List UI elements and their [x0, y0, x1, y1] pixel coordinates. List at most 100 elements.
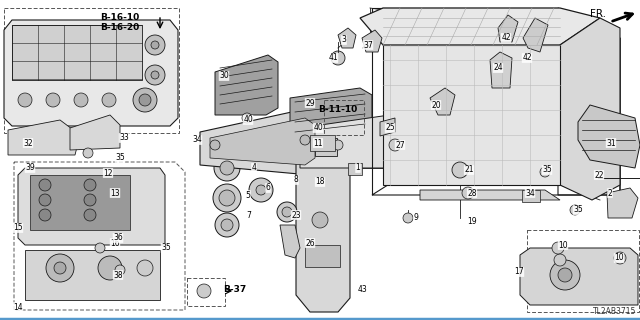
Circle shape [300, 135, 310, 145]
Bar [324, 100, 364, 135]
Text: 4: 4 [252, 164, 257, 172]
Text: 35: 35 [161, 244, 171, 252]
Text: 5: 5 [246, 190, 250, 199]
Circle shape [39, 194, 51, 206]
Text: 25: 25 [385, 124, 395, 132]
Circle shape [256, 185, 266, 195]
Text: 6: 6 [266, 183, 271, 193]
Text: 1: 1 [356, 164, 360, 172]
Text: 40: 40 [243, 116, 253, 124]
Text: 14: 14 [13, 302, 23, 311]
Polygon shape [380, 118, 395, 136]
Text: 24: 24 [493, 63, 503, 73]
Bar [12, 25, 142, 80]
Circle shape [84, 194, 96, 206]
Text: 35: 35 [542, 165, 552, 174]
Text: B-11-10: B-11-10 [318, 106, 358, 115]
Polygon shape [383, 45, 560, 185]
Bar [348, 163, 362, 175]
Text: 26: 26 [305, 238, 315, 247]
Circle shape [145, 65, 165, 85]
Text: 18: 18 [316, 178, 324, 187]
Circle shape [46, 254, 74, 282]
Text: 2: 2 [607, 188, 612, 197]
Text: B-16-10: B-16-10 [100, 13, 140, 22]
Polygon shape [498, 15, 518, 42]
Circle shape [277, 202, 297, 222]
Circle shape [242, 113, 252, 123]
Polygon shape [420, 190, 560, 200]
Bar [522, 190, 540, 202]
Polygon shape [70, 115, 120, 150]
Text: 12: 12 [103, 169, 113, 178]
Text: 34: 34 [192, 135, 202, 145]
Circle shape [558, 268, 572, 282]
Text: 13: 13 [110, 188, 120, 197]
Polygon shape [360, 8, 600, 45]
Polygon shape [215, 55, 278, 115]
Polygon shape [4, 20, 178, 126]
Circle shape [220, 161, 234, 175]
Text: 9: 9 [413, 213, 419, 222]
Text: 29: 29 [305, 99, 315, 108]
Text: 37: 37 [363, 41, 373, 50]
Text: 20: 20 [431, 100, 441, 109]
Text: 39: 39 [25, 164, 35, 172]
Polygon shape [523, 18, 548, 52]
Circle shape [54, 262, 66, 274]
Bar [30, 175, 130, 230]
Circle shape [151, 71, 159, 79]
Polygon shape [25, 250, 160, 300]
Polygon shape [18, 168, 165, 245]
Text: 10: 10 [558, 241, 568, 250]
Polygon shape [520, 248, 638, 305]
Text: 27: 27 [395, 140, 405, 149]
Circle shape [210, 140, 220, 150]
Polygon shape [560, 18, 620, 200]
Text: 21: 21 [464, 165, 474, 174]
Polygon shape [338, 28, 356, 48]
Polygon shape [210, 118, 315, 165]
Circle shape [115, 265, 125, 275]
Circle shape [139, 94, 151, 106]
Bar [187, 278, 225, 306]
Text: 11: 11 [313, 139, 323, 148]
Text: 10: 10 [614, 253, 624, 262]
Text: 7: 7 [246, 212, 252, 220]
Text: 3: 3 [342, 36, 346, 44]
Text: 17: 17 [514, 268, 524, 276]
Bar [315, 138, 337, 156]
Polygon shape [296, 162, 350, 312]
Circle shape [39, 179, 51, 191]
Circle shape [145, 35, 165, 55]
Circle shape [312, 212, 328, 228]
Text: 23: 23 [291, 211, 301, 220]
Circle shape [39, 209, 51, 221]
Polygon shape [290, 88, 372, 145]
Text: 41: 41 [328, 53, 338, 62]
Polygon shape [430, 88, 455, 115]
Text: 15: 15 [13, 223, 23, 233]
Circle shape [462, 187, 474, 199]
Text: 33: 33 [119, 133, 129, 142]
Circle shape [333, 140, 343, 150]
Text: B-37: B-37 [223, 285, 246, 294]
Text: 40: 40 [313, 124, 323, 132]
Circle shape [552, 242, 564, 254]
Text: 43: 43 [357, 285, 367, 294]
Circle shape [614, 252, 626, 264]
Circle shape [215, 213, 239, 237]
Text: 19: 19 [467, 218, 477, 227]
Text: 8: 8 [294, 175, 298, 185]
Circle shape [46, 93, 60, 107]
Polygon shape [490, 52, 512, 88]
Text: 28: 28 [467, 188, 477, 197]
Circle shape [98, 256, 122, 280]
Bar [310, 135, 335, 151]
Circle shape [133, 88, 157, 112]
Polygon shape [578, 105, 640, 168]
Bar [527, 230, 639, 312]
Text: 42: 42 [501, 34, 511, 43]
Circle shape [554, 254, 566, 266]
Circle shape [219, 190, 235, 206]
